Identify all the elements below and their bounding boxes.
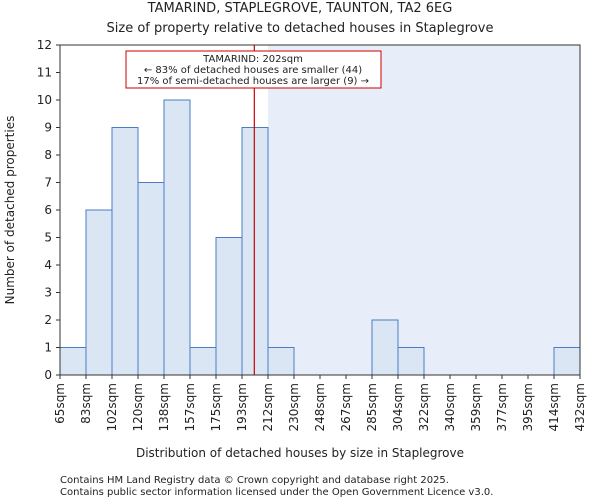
y-tick-label: 7: [44, 176, 52, 190]
x-tick-label: 304sqm: [391, 383, 405, 431]
y-tick-label: 0: [44, 368, 52, 382]
y-tick-label: 12: [37, 38, 52, 52]
y-tick-label: 3: [44, 286, 52, 300]
x-tick-label: 395sqm: [521, 383, 535, 431]
annotation-line-3: 17% of semi-detached houses are larger (…: [137, 76, 369, 87]
chart-title: TAMARIND, STAPLEGROVE, TAUNTON, TA2 6EG: [147, 1, 453, 16]
x-tick-label: 65sqm: [53, 383, 67, 424]
x-tick-label: 377sqm: [495, 383, 509, 431]
x-axis-label: Distribution of detached houses by size …: [136, 446, 464, 460]
y-tick-label: 1: [44, 341, 52, 355]
x-tick-label: 212sqm: [261, 383, 275, 431]
bars-group: [59, 99, 581, 376]
y-tick-label: 4: [44, 258, 52, 272]
bar-138sqm: [163, 99, 191, 376]
annotation-line-1: TAMARIND: 202sqm: [202, 54, 303, 65]
bar-120sqm: [137, 182, 165, 376]
annotation-frame: [125, 50, 382, 89]
x-tick-label: 322sqm: [417, 383, 431, 431]
y-tick-label: 5: [44, 231, 52, 245]
bar-193sqm: [241, 127, 269, 376]
x-tick-label: 83sqm: [79, 383, 93, 424]
bar-157sqm: [189, 347, 217, 376]
x-tick-label: 120sqm: [131, 383, 145, 431]
y-axis-label: Number of detached properties: [3, 116, 17, 305]
x-tick-label: 175sqm: [209, 383, 223, 431]
x-tick-label: 230sqm: [287, 383, 301, 431]
annotation-line-2: ← 83% of detached houses are smaller (44…: [144, 65, 362, 76]
bar-285sqm: [371, 319, 399, 376]
bar-102sqm: [111, 127, 139, 376]
x-tick-label: 267sqm: [339, 383, 353, 431]
bar-212sqm: [267, 347, 295, 376]
x-tick-label: 138sqm: [157, 383, 171, 431]
x-ticks-group: 65sqm 83sqm 102sqm 120sqm 138sqm 157sqm 175sqm…: [53, 375, 587, 431]
y-tick-label: 11: [37, 66, 52, 80]
x-tick-label: 157sqm: [183, 383, 197, 431]
x-tick-label: 193sqm: [235, 383, 249, 431]
x-tick-label: 285sqm: [365, 383, 379, 431]
bar-65sqm: [59, 347, 87, 376]
footer-line-1: Contains HM Land Registry data © Crown c…: [60, 475, 449, 486]
footer-line-2: Contains public sector information licen…: [60, 487, 493, 498]
y-tick-label: 8: [44, 148, 52, 162]
chart-subtitle: Size of property relative to detached ho…: [107, 21, 494, 36]
bar-175sqm: [215, 237, 243, 376]
bar-83sqm: [85, 209, 113, 376]
y-tick-label: 9: [44, 121, 52, 135]
bar-414sqm: [553, 347, 581, 376]
x-tick-label: 414sqm: [547, 383, 561, 431]
x-tick-label: 432sqm: [573, 383, 587, 431]
x-tick-label: 102sqm: [105, 383, 119, 431]
y-tick-label: 10: [37, 93, 52, 107]
annotation-box: TAMARIND: 202sqm ← 83% of detached house…: [125, 50, 382, 89]
x-tick-label: 340sqm: [443, 383, 457, 431]
y-tick-label: 6: [44, 203, 52, 217]
highlight-region: [268, 45, 580, 375]
y-tick-label: 2: [44, 313, 52, 327]
bar-304sqm: [397, 347, 425, 376]
x-tick-label: 359sqm: [469, 383, 483, 431]
x-tick-label: 248sqm: [313, 383, 327, 431]
